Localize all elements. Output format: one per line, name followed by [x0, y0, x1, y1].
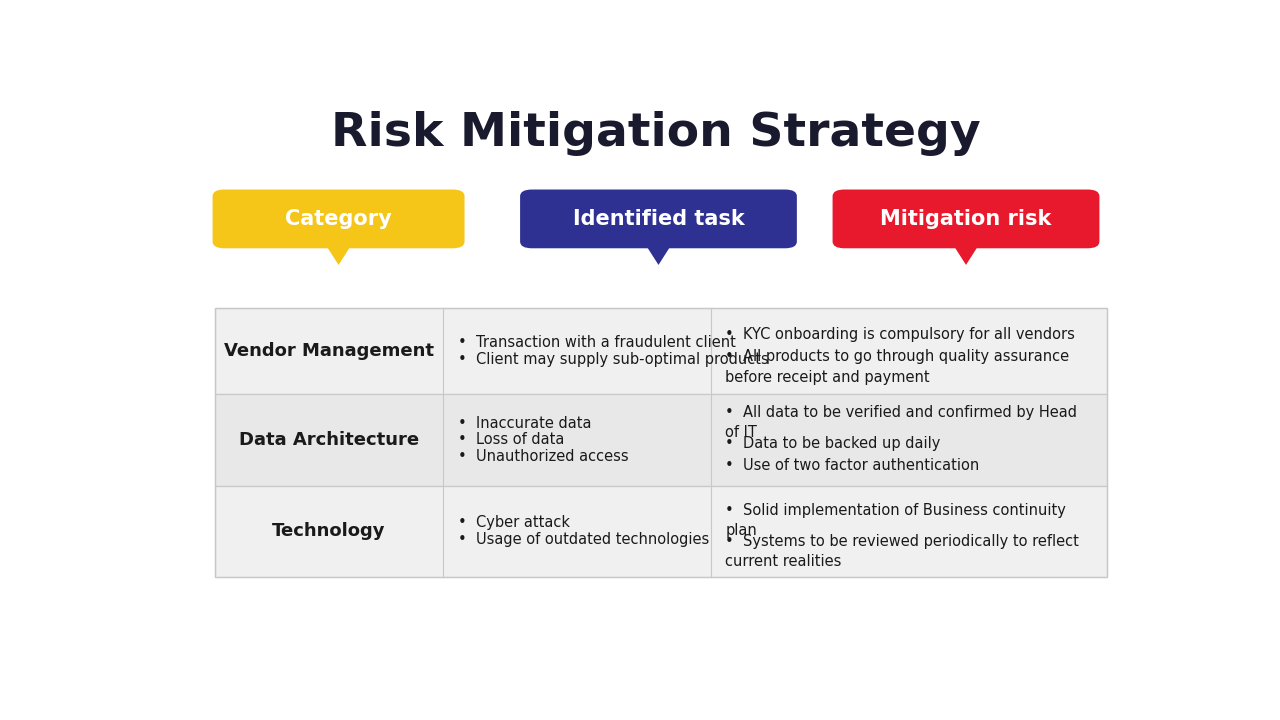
- Polygon shape: [644, 242, 673, 265]
- Text: •  Unauthorized access: • Unauthorized access: [458, 449, 628, 464]
- Text: Risk Mitigation Strategy: Risk Mitigation Strategy: [332, 111, 980, 156]
- FancyBboxPatch shape: [212, 189, 465, 248]
- Text: •  Inaccurate data: • Inaccurate data: [458, 415, 591, 431]
- FancyBboxPatch shape: [215, 485, 1107, 577]
- Text: Category: Category: [285, 209, 392, 229]
- Text: •  Systems to be reviewed periodically to reflect
current realities: • Systems to be reviewed periodically to…: [726, 534, 1079, 570]
- Text: •  All data to be verified and confirmed by Head
of IT: • All data to be verified and confirmed …: [726, 405, 1078, 441]
- Text: •  Data to be backed up daily: • Data to be backed up daily: [726, 436, 941, 451]
- Text: •  Client may supply sub-optimal products: • Client may supply sub-optimal products: [458, 352, 768, 367]
- Text: •  Usage of outdated technologies: • Usage of outdated technologies: [458, 532, 709, 547]
- Text: Identified task: Identified task: [572, 209, 745, 229]
- Text: •  Solid implementation of Business continuity
plan: • Solid implementation of Business conti…: [726, 503, 1066, 539]
- Polygon shape: [951, 242, 980, 265]
- Text: Technology: Technology: [271, 522, 385, 540]
- Text: Vendor Management: Vendor Management: [224, 342, 434, 360]
- Text: •  Use of two factor authentication: • Use of two factor authentication: [726, 458, 979, 473]
- FancyBboxPatch shape: [215, 394, 1107, 485]
- Polygon shape: [324, 242, 353, 265]
- FancyBboxPatch shape: [215, 308, 1107, 394]
- Text: •  All products to go through quality assurance
before receipt and payment: • All products to go through quality ass…: [726, 349, 1070, 385]
- FancyBboxPatch shape: [832, 189, 1100, 248]
- Text: Data Architecture: Data Architecture: [238, 431, 419, 449]
- Text: •  Transaction with a fraudulent client: • Transaction with a fraudulent client: [458, 336, 736, 351]
- Text: •  Cyber attack: • Cyber attack: [458, 516, 570, 531]
- Text: •  Loss of data: • Loss of data: [458, 432, 564, 447]
- Text: •  KYC onboarding is compulsory for all vendors: • KYC onboarding is compulsory for all v…: [726, 328, 1075, 342]
- FancyBboxPatch shape: [520, 189, 797, 248]
- Text: Mitigation risk: Mitigation risk: [881, 209, 1052, 229]
